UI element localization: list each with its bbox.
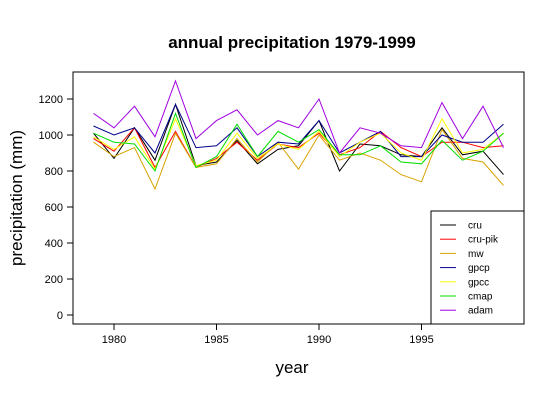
legend-label-gpcc: gpcc: [468, 277, 489, 288]
series-line-mw: [93, 128, 504, 191]
chart-title: annual precipitation 1979-1999: [168, 33, 416, 52]
x-axis: 1980 1985 1990 1995: [102, 323, 434, 346]
x-tick-label: 1985: [204, 334, 228, 346]
y-tick-label: 0: [57, 310, 63, 322]
x-tick-label: 1995: [409, 334, 433, 346]
y-tick-label: 600: [45, 202, 63, 214]
y-axis: 0 200 400 600 800 1000 1200: [39, 94, 73, 322]
y-tick-label: 1000: [39, 130, 63, 142]
y-tick-label: 1200: [39, 94, 63, 106]
series-line-cru-pik: [93, 126, 504, 169]
series-line-adam: [93, 79, 504, 154]
y-axis-title: precipitation (mm): [7, 130, 26, 266]
x-tick-label: 1980: [102, 334, 126, 346]
series-line-cmap: [93, 111, 504, 173]
legend-label-adam: adam: [468, 306, 493, 317]
series-line-gpcp: [93, 103, 504, 158]
legend: cru cru-pik mw gpcp gpcc cmap adam: [430, 210, 525, 325]
x-tick-label: 1990: [307, 334, 331, 346]
y-tick-label: 200: [45, 274, 63, 286]
y-tick-label: 800: [45, 166, 63, 178]
y-tick-label: 400: [45, 238, 63, 250]
x-axis-title: year: [275, 358, 308, 377]
legend-label-cmap: cmap: [468, 292, 493, 303]
legend-label-mw: mw: [468, 249, 484, 260]
series-layer: [93, 79, 504, 191]
legend-label-cru-pik: cru-pik: [468, 235, 499, 246]
legend-label-cru: cru: [468, 221, 482, 232]
legend-label-gpcp: gpcp: [468, 263, 490, 274]
series-line-cru: [93, 102, 504, 175]
